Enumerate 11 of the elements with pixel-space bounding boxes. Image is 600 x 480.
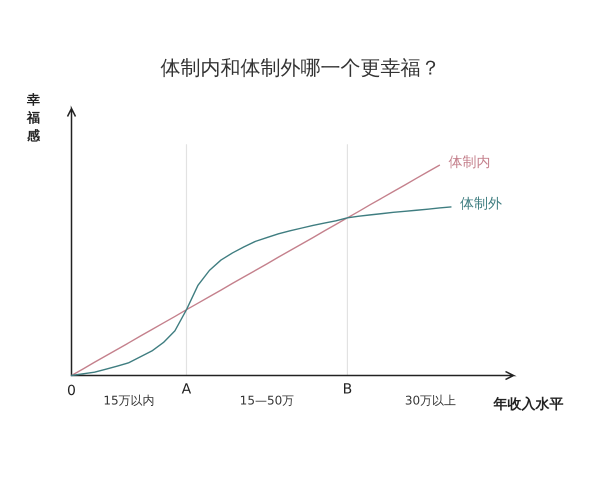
text: 15—50万: [240, 394, 294, 408]
x-tick-label: 0: [67, 383, 76, 399]
x-axis-title: 年收入水平: [492, 396, 564, 412]
chart-title: 体制内和体制外哪一个更幸福？: [160, 56, 440, 80]
x-tick-label: B: [342, 382, 352, 398]
series-label: 体制内: [448, 154, 490, 170]
series-label: 体制外: [460, 196, 502, 212]
text: 15万以内: [103, 394, 155, 408]
y-axis-title: 幸福感: [26, 93, 41, 144]
x-tick-label: A: [182, 382, 192, 398]
text: 30万以上: [404, 394, 456, 408]
